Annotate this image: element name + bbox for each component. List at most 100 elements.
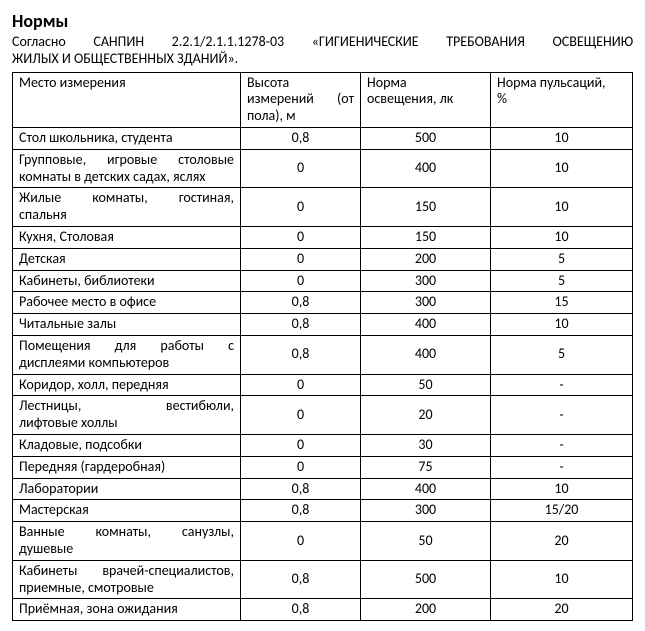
cell-lux: 50 bbox=[361, 374, 491, 396]
cell-place: Мастерская bbox=[13, 500, 241, 522]
cell-height: 0,8 bbox=[241, 560, 361, 599]
cell-place: Передняя (гардеробная) bbox=[13, 456, 241, 478]
cell-lux: 30 bbox=[361, 434, 491, 456]
table-row: Передняя (гардеробная)075- bbox=[13, 456, 633, 478]
cell-place-last: душевые bbox=[19, 541, 234, 558]
cell-pulse: 10 bbox=[491, 478, 633, 500]
subtitle-line1: Согласно САНПИН 2.2.1/2.1.1.1278-03 «ГИГ… bbox=[12, 33, 633, 50]
cell-height: 0,8 bbox=[241, 292, 361, 314]
cell-height: 0,8 bbox=[241, 335, 361, 374]
cell-height: 0,8 bbox=[241, 599, 361, 621]
col-header-height: Высота измерений (от пола), м bbox=[241, 72, 361, 127]
cell-lux: 300 bbox=[361, 292, 491, 314]
cell-height: 0 bbox=[241, 434, 361, 456]
cell-height: 0 bbox=[241, 522, 361, 561]
table-row: Коридор, холл, передняя050- bbox=[13, 374, 633, 396]
col-header-lux: Норма освещения, лк bbox=[361, 72, 491, 127]
table-row: Жилые комнаты, гостиная,спальня015010 bbox=[13, 188, 633, 227]
cell-lux: 200 bbox=[361, 599, 491, 621]
cell-lux: 500 bbox=[361, 560, 491, 599]
table-row: Лестницы, вестибюли,лифтовые холлы020- bbox=[13, 396, 633, 435]
cell-pulse: 10 bbox=[491, 127, 633, 149]
cell-place: Приёмная, зона ожидания bbox=[13, 599, 241, 621]
regulation-reference: Согласно САНПИН 2.2.1/2.1.1.1278-03 «ГИГ… bbox=[12, 34, 633, 68]
cell-pulse: - bbox=[491, 374, 633, 396]
cell-lux: 400 bbox=[361, 478, 491, 500]
col-header-place: Место измерения bbox=[13, 72, 241, 127]
cell-place: Ванные комнаты, санузлы,душевые bbox=[13, 522, 241, 561]
cell-lux: 20 bbox=[361, 396, 491, 435]
table-row: Помещения для работы сдисплеями компьюте… bbox=[13, 335, 633, 374]
cell-lux: 400 bbox=[361, 335, 491, 374]
col-header-pulse-last: % bbox=[497, 91, 626, 108]
cell-pulse: 15 bbox=[491, 292, 633, 314]
col-header-height-pre: Высота измерений (от bbox=[247, 74, 354, 108]
cell-height: 0 bbox=[241, 456, 361, 478]
col-header-lux-last: освещения, лк bbox=[367, 91, 484, 108]
col-header-pulse-pre: Норма пульсаций, bbox=[497, 74, 606, 91]
cell-place: Кабинеты, библиотеки bbox=[13, 270, 241, 292]
cell-height: 0,8 bbox=[241, 500, 361, 522]
cell-lux: 75 bbox=[361, 456, 491, 478]
cell-height: 0 bbox=[241, 226, 361, 248]
subtitle-line2: ЖИЛЫХ И ОБЩЕСТВЕННЫХ ЗДАНИЙ». bbox=[12, 51, 633, 68]
cell-place-last: спальня bbox=[19, 207, 234, 224]
cell-lux: 300 bbox=[361, 500, 491, 522]
table-row: Приёмная, зона ожидания0,820020 bbox=[13, 599, 633, 621]
cell-place: Помещения для работы сдисплеями компьюте… bbox=[13, 335, 241, 374]
table-row: Кухня, Столовая015010 bbox=[13, 226, 633, 248]
table-row: Кладовые, подсобки030- bbox=[13, 434, 633, 456]
cell-place-last: дисплеями компьютеров bbox=[19, 355, 234, 372]
cell-height: 0 bbox=[241, 149, 361, 188]
cell-lux: 150 bbox=[361, 226, 491, 248]
cell-place: Жилые комнаты, гостиная,спальня bbox=[13, 188, 241, 227]
cell-lux: 50 bbox=[361, 522, 491, 561]
cell-place: Лаборатории bbox=[13, 478, 241, 500]
cell-place-pre: Жилые комнаты, гостиная, bbox=[19, 189, 234, 206]
cell-pulse: 10 bbox=[491, 149, 633, 188]
cell-pulse: 20 bbox=[491, 599, 633, 621]
cell-height: 0 bbox=[241, 270, 361, 292]
table-row: Детская02005 bbox=[13, 248, 633, 270]
table-row: Ванные комнаты, санузлы,душевые05020 bbox=[13, 522, 633, 561]
cell-pulse: 5 bbox=[491, 335, 633, 374]
table-row: Читальные залы0,840010 bbox=[13, 314, 633, 336]
cell-pulse: 15/20 bbox=[491, 500, 633, 522]
table-row: Кабинеты, библиотеки03005 bbox=[13, 270, 633, 292]
cell-height: 0 bbox=[241, 188, 361, 227]
cell-height: 0 bbox=[241, 396, 361, 435]
cell-pulse: 5 bbox=[491, 270, 633, 292]
cell-lux: 500 bbox=[361, 127, 491, 149]
cell-place: Кладовые, подсобки bbox=[13, 434, 241, 456]
cell-pulse: - bbox=[491, 456, 633, 478]
cell-place-pre: Помещения для работы с bbox=[19, 337, 234, 354]
table-row: Кабинеты врачей-специалистов,приемные, с… bbox=[13, 560, 633, 599]
cell-pulse: 10 bbox=[491, 226, 633, 248]
col-header-lux-pre: Норма bbox=[367, 74, 407, 91]
cell-place-last: приемные, смотровые bbox=[19, 580, 234, 597]
cell-height: 0,8 bbox=[241, 478, 361, 500]
cell-height: 0,8 bbox=[241, 314, 361, 336]
cell-height: 0,8 bbox=[241, 127, 361, 149]
cell-lux: 400 bbox=[361, 149, 491, 188]
cell-lux: 200 bbox=[361, 248, 491, 270]
cell-lux: 400 bbox=[361, 314, 491, 336]
cell-place: Групповые, игровые столовыекомнаты в дет… bbox=[13, 149, 241, 188]
page-title: Нормы bbox=[12, 10, 633, 32]
cell-height: 0 bbox=[241, 248, 361, 270]
cell-pulse: 10 bbox=[491, 314, 633, 336]
cell-place-pre: Групповые, игровые столовые bbox=[19, 151, 234, 168]
cell-pulse: 5 bbox=[491, 248, 633, 270]
col-header-height-last: пола), м bbox=[247, 108, 354, 125]
cell-place-pre: Лестницы, вестибюли, bbox=[19, 397, 234, 414]
cell-place: Стол школьника, студента bbox=[13, 127, 241, 149]
cell-pulse: - bbox=[491, 396, 633, 435]
cell-pulse: 10 bbox=[491, 188, 633, 227]
cell-place: Детская bbox=[13, 248, 241, 270]
table-row: Групповые, игровые столовыекомнаты в дет… bbox=[13, 149, 633, 188]
cell-lux: 150 bbox=[361, 188, 491, 227]
table-body: Стол школьника, студента0,850010Групповы… bbox=[13, 127, 633, 620]
cell-place-pre: Кабинеты врачей-специалистов, bbox=[19, 562, 234, 579]
table-row: Мастерская0,830015/20 bbox=[13, 500, 633, 522]
cell-place: Кухня, Столовая bbox=[13, 226, 241, 248]
